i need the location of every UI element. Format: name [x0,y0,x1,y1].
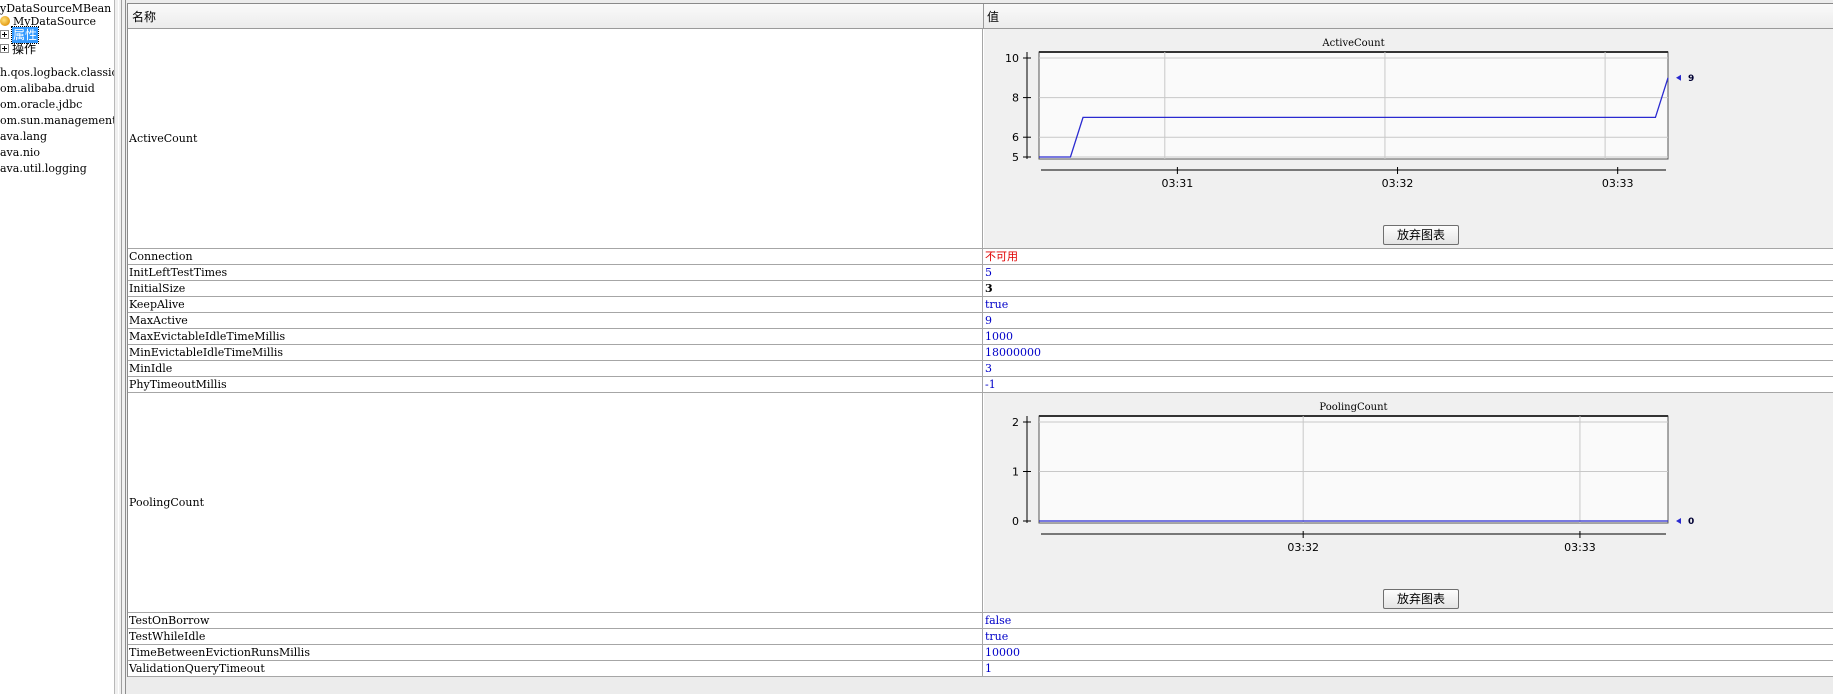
table-row[interactable]: MinIdle 3 [128,361,1833,377]
attribute-value[interactable]: 不可用 [985,250,1018,263]
attribute-value[interactable]: 18000000 [985,346,1041,359]
attribute-value[interactable]: 3 [985,282,993,295]
expand-plus-icon[interactable] [0,30,9,39]
table-row[interactable]: PhyTimeoutMillis -1 [128,377,1833,393]
attribute-name: Connection [128,249,983,264]
attribute-value[interactable]: 1000 [985,330,1013,343]
tree-item-label: om.oracle.jdbc [0,98,83,111]
y-tick-label: 10 [1005,52,1019,65]
tree-item-label: om.sun.management [0,114,114,127]
tree-item-label: yDataSourceMBean [0,2,112,15]
tree-item-label: h.qos.logback.classic [0,66,114,79]
table-header: 名称 值 [128,4,1833,29]
tree-item-label: 属性 [10,26,40,44]
plot-area [1038,51,1669,160]
table-row[interactable]: TestWhileIdle true [128,629,1833,645]
current-value-marker [1676,518,1681,524]
attribute-name: PhyTimeoutMillis [128,377,983,392]
attribute-value[interactable]: 3 [985,362,992,375]
x-tick-label: 03:33 [1564,541,1596,554]
table-row[interactable]: MaxEvictableIdleTimeMillis 1000 [128,329,1833,345]
expand-plus-icon[interactable] [0,44,9,53]
attribute-value-chart: ActiveCount 5 6 8 10 03:31 03:32 03:33 9 放弃图表 [984,29,1833,248]
plot-area [1038,415,1669,524]
y-tick-label: 2 [1012,416,1019,429]
attribute-name: TestWhileIdle [128,629,983,644]
tree-item-label: ava.lang [0,130,48,143]
attribute-name: KeepAlive [128,297,983,312]
chart-title: ActiveCount [1321,38,1384,49]
attribute-name: ActiveCount [128,29,983,248]
attribute-name: TestOnBorrow [128,613,983,628]
attribute-value[interactable]: -1 [985,378,996,391]
x-tick-label: 03:33 [1602,177,1634,190]
attribute-value[interactable]: false [985,614,1012,627]
attribute-value[interactable]: true [985,630,1009,643]
table-row[interactable]: InitLeftTestTimes 5 [128,265,1833,281]
table-row[interactable]: MinEvictableIdleTimeMillis 18000000 [128,345,1833,361]
table-row-pooling-count[interactable]: PoolingCount PoolingCount 0 1 2 03:32 03:33 0 … [128,393,1833,613]
column-header-name[interactable]: 名称 [132,10,157,24]
attribute-value[interactable]: 9 [985,314,992,327]
chart-title: PoolingCount [1319,402,1387,413]
x-tick-label: 03:31 [1162,177,1194,190]
pane-splitter[interactable] [114,0,126,694]
tree-item-label: MyDataSource [13,15,97,28]
table-row[interactable]: ValidationQueryTimeout 1 [128,661,1833,677]
attribute-value[interactable]: 10000 [985,646,1020,659]
x-tick-label: 03:32 [1382,177,1414,190]
current-value-label: 0 [1688,517,1694,527]
discard-chart-button[interactable]: 放弃图表 [1383,589,1459,609]
table-row[interactable]: InitialSize 3 [128,281,1833,297]
pooling-count-chart: PoolingCount 0 1 2 03:32 03:33 0 [1012,402,1694,554]
tree-item-label: 操作 [12,42,37,56]
attribute-name: InitialSize [128,281,983,296]
table-row[interactable]: KeepAlive true [128,297,1833,313]
panel-bottom [127,678,1833,694]
table-row[interactable]: MaxActive 9 [128,313,1833,329]
mbean-tree[interactable]: yDataSourceMBean MyDataSource 属性 操作 h.qo… [0,0,114,694]
x-tick-label: 03:32 [1287,541,1319,554]
y-tick-label: 0 [1012,515,1019,528]
y-tick-label: 6 [1012,131,1019,144]
tree-item-label: om.alibaba.druid [0,82,95,95]
attributes-table: 名称 值 ActiveCount ActiveCount 5 6 8 10 03:31 03… [127,3,1833,677]
y-tick-label: 1 [1012,466,1019,479]
column-header-value[interactable]: 值 [987,10,1000,24]
attribute-name: ValidationQueryTimeout [128,661,983,676]
tree-item-label: ava.util.logging [0,162,87,175]
bean-icon [0,16,10,26]
y-tick-label: 5 [1012,151,1019,164]
attribute-name: PoolingCount [128,393,983,612]
table-row-active-count[interactable]: ActiveCount ActiveCount 5 6 8 10 03:31 03:32 03… [128,29,1833,249]
tree-item-label: ava.nio [0,146,41,159]
table-row[interactable]: TimeBetweenEvictionRunsMillis 10000 [128,645,1833,661]
active-count-chart: ActiveCount 5 6 8 10 03:31 03:32 03:33 9 [1005,38,1694,190]
attribute-name: MaxEvictableIdleTimeMillis [128,329,983,344]
attribute-name: MinEvictableIdleTimeMillis [128,345,983,360]
current-value-label: 9 [1688,74,1694,84]
attribute-name: InitLeftTestTimes [128,265,983,280]
attribute-value-chart: PoolingCount 0 1 2 03:32 03:33 0 放弃图表 [984,393,1833,612]
attribute-value[interactable]: 5 [985,266,992,279]
attributes-panel: 名称 值 ActiveCount ActiveCount 5 6 8 10 03:31 03… [126,0,1833,694]
table-row[interactable]: TestOnBorrow false [128,613,1833,629]
series-line [1039,77,1669,158]
y-tick-label: 8 [1012,92,1019,105]
table-row[interactable]: Connection 不可用 [128,249,1833,265]
attribute-name: MinIdle [128,361,983,376]
attribute-value[interactable]: 1 [985,662,992,675]
attribute-name: TimeBetweenEvictionRunsMillis [128,645,983,660]
current-value-marker [1676,74,1681,81]
attribute-value[interactable]: true [985,298,1009,311]
attribute-name: MaxActive [128,313,983,328]
discard-chart-button[interactable]: 放弃图表 [1383,225,1459,245]
